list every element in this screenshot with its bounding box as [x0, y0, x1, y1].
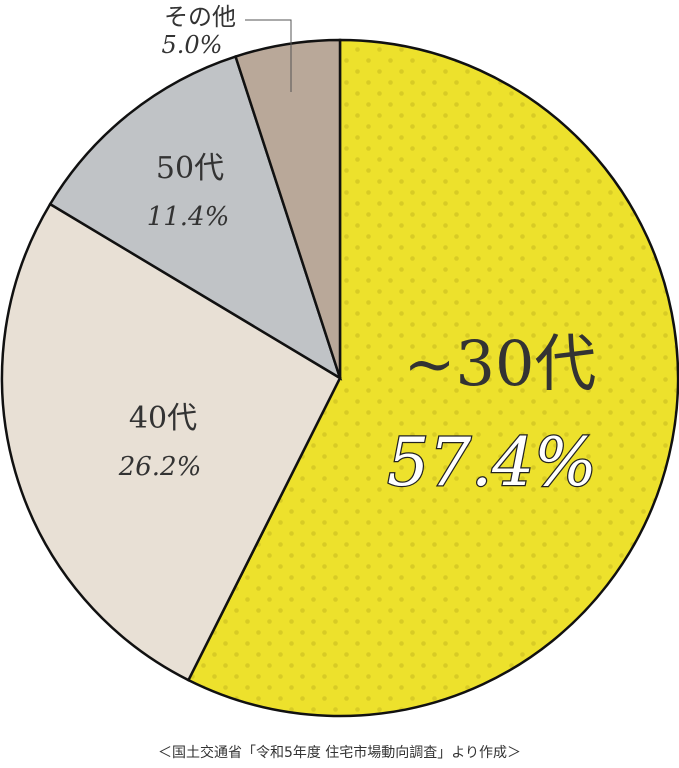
- slice-value-label: 5.0%: [162, 31, 223, 59]
- slice-label: ~30代: [404, 327, 597, 400]
- slice-label: 50代: [156, 151, 224, 186]
- slice-value-label: 57.4%: [387, 424, 597, 501]
- source-note: ＜国土交通省「令和5年度 住宅市場動向調査」より作成＞: [157, 745, 522, 761]
- slice-value-label: 26.2%: [118, 452, 202, 482]
- pie-slice: [0, 202, 342, 682]
- pie-slice: [48, 54, 343, 381]
- slice-label: 40代: [129, 401, 197, 436]
- slice-label: その他: [164, 3, 236, 31]
- pie-slice: [233, 38, 342, 379]
- pie-slice: [186, 38, 679, 718]
- slice-value-label: 11.4%: [147, 202, 230, 232]
- leader-line: [245, 19, 292, 92]
